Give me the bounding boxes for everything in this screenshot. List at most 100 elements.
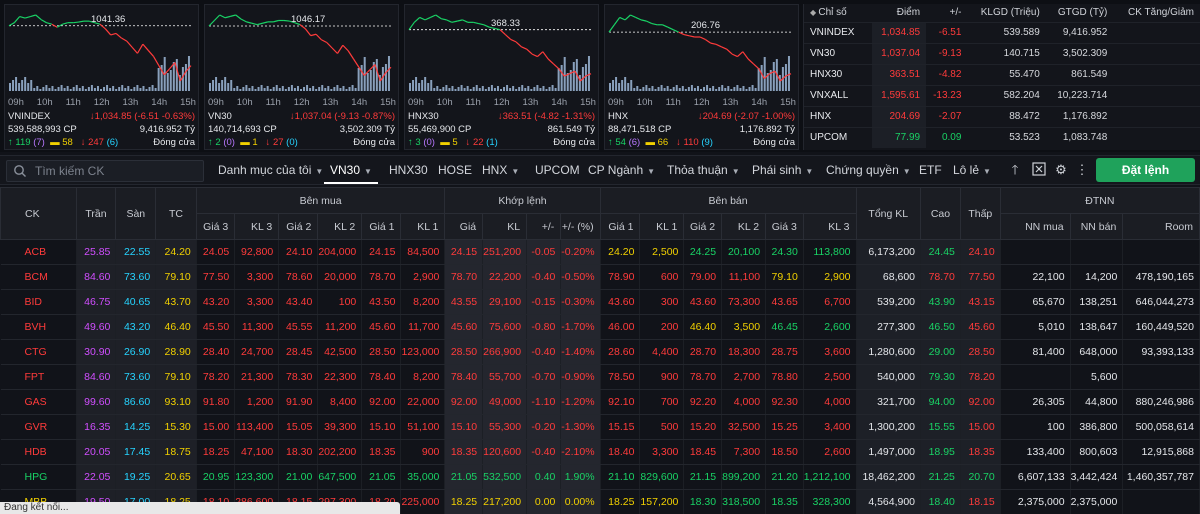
cell-b3[interactable]: 43.20 (196, 289, 236, 315)
cell-s3[interactable]: 15.25 (765, 414, 804, 440)
symbol-cell[interactable]: HDB (0, 439, 77, 465)
cell-b2[interactable]: 18.30 (278, 439, 319, 465)
cell-pct[interactable]: -0.30% (560, 289, 601, 315)
cell-sk3[interactable]: 3,400 (803, 414, 857, 440)
cell-sk2[interactable]: 899,200 (721, 464, 767, 490)
cell-s2[interactable]: 21.15 (683, 464, 723, 490)
cell-b2[interactable]: 45.55 (278, 314, 319, 340)
symbol-cell[interactable]: FPT (0, 364, 77, 390)
cell-bk1[interactable]: 51,100 (400, 414, 446, 440)
cell-pct[interactable]: -0.50% (560, 264, 601, 290)
table-row[interactable]: FPT 84.60 73.60 79.10 78.20 21,300 78.30 22,300… (0, 364, 1200, 390)
symbol-cell[interactable]: BID (0, 289, 77, 315)
cell-kl[interactable]: 22,200 (482, 264, 528, 290)
arrow-up-icon[interactable]: 🡑 (1011, 162, 1019, 177)
cell-pct[interactable]: -1.20% (560, 389, 601, 415)
cell-b3[interactable]: 24.05 (196, 239, 236, 265)
cell-bk3[interactable]: 47,100 (234, 439, 280, 465)
cell-bk2[interactable]: 204,000 (317, 239, 363, 265)
cell-s3[interactable]: 24.30 (765, 239, 804, 265)
tab-upcom[interactable]: UPCOM (535, 156, 580, 184)
cell-b1[interactable]: 45.60 (361, 314, 402, 340)
cell-bk3[interactable]: 24,700 (234, 339, 280, 365)
mini-chart-hnx30[interactable]: 368.33 09h 10h 11h 12h 13h 14h 15h HNX30 ↓363.51 … (404, 4, 599, 150)
cell-sk1[interactable]: 900 (639, 364, 685, 390)
cell-s3[interactable]: 78.80 (765, 364, 804, 390)
cell-kl[interactable]: 55,300 (482, 414, 528, 440)
cell-s2[interactable]: 79.00 (683, 264, 723, 290)
cell-sk3[interactable]: 6,700 (803, 289, 857, 315)
cell-bk2[interactable]: 11,200 (317, 314, 363, 340)
cell-bk3[interactable]: 92,800 (234, 239, 280, 265)
table-row[interactable]: HDB 20.05 17.45 18.75 18.25 47,100 18.30 202,20… (0, 439, 1200, 465)
cell-sk1[interactable]: 200 (639, 314, 685, 340)
table-row[interactable]: BVH 49.60 43.20 46.40 45.50 11,300 45.55 11,200… (0, 314, 1200, 340)
cell-kl[interactable]: 55,700 (482, 364, 528, 390)
cell-p[interactable]: 78.70 (444, 264, 484, 290)
table-row[interactable]: BID 46.75 40.65 43.70 43.20 3,300 43.40 100 43.5… (0, 289, 1200, 315)
cell-p[interactable]: 78.40 (444, 364, 484, 390)
tab-hnx30[interactable]: HNX30 (389, 156, 428, 184)
cell-bk3[interactable]: 3,300 (234, 289, 280, 315)
cell-ch[interactable]: 0.40 (526, 464, 562, 490)
symbol-cell[interactable]: GVR (0, 414, 77, 440)
cell-ch[interactable]: -0.40 (526, 439, 562, 465)
cell-bk2[interactable]: 100 (317, 289, 363, 315)
cell-ch[interactable]: -0.15 (526, 289, 562, 315)
stock-search[interactable] (6, 160, 204, 182)
cell-b1[interactable]: 15.10 (361, 414, 402, 440)
cell-sk1[interactable]: 2,500 (639, 239, 685, 265)
cell-s2[interactable]: 15.20 (683, 414, 723, 440)
cell-kl[interactable]: 266,900 (482, 339, 528, 365)
cell-sk1[interactable]: 700 (639, 389, 685, 415)
cell-b2[interactable]: 24.10 (278, 239, 319, 265)
cell-ch[interactable]: 0.00 (526, 489, 562, 514)
tab-my-watchlist[interactable]: Danh mục của tôi ▼ (218, 156, 323, 184)
cell-bk3[interactable]: 3,300 (234, 264, 280, 290)
cell-pct[interactable]: -0.90% (560, 364, 601, 390)
cell-bk1[interactable]: 11,700 (400, 314, 446, 340)
more-vertical-icon[interactable]: ⋮ (1075, 162, 1089, 177)
cell-bk3[interactable]: 1,200 (234, 389, 280, 415)
cell-kl[interactable]: 217,200 (482, 489, 528, 514)
cell-bk2[interactable]: 39,300 (317, 414, 363, 440)
cell-b2[interactable]: 28.45 (278, 339, 319, 365)
index-row-hnx[interactable]: HNX 204.69 -2.07 88.472 1,176.892 (804, 105, 1200, 127)
place-order-button[interactable]: Đặt lệnh (1096, 158, 1195, 182)
cell-bk1[interactable]: 900 (400, 439, 446, 465)
cell-p[interactable]: 92.00 (444, 389, 484, 415)
cell-s1[interactable]: 18.25 (600, 489, 641, 514)
cell-s2[interactable]: 28.70 (683, 339, 723, 365)
tab-warrants[interactable]: Chứng quyền ▼ (826, 156, 911, 184)
cell-s3[interactable]: 18.50 (765, 439, 804, 465)
gear-icon[interactable]: ⚙ (1055, 162, 1067, 177)
cell-bk2[interactable]: 42,500 (317, 339, 363, 365)
cell-bk2[interactable]: 22,300 (317, 364, 363, 390)
cell-bk2[interactable]: 647,500 (317, 464, 363, 490)
index-row-vnindex[interactable]: VNINDEX 1,034.85 -6.51 539.589 9,416.952 (804, 21, 1200, 43)
cell-sk3[interactable]: 3,600 (803, 339, 857, 365)
cell-b1[interactable]: 24.15 (361, 239, 402, 265)
cell-bk2[interactable]: 202,200 (317, 439, 363, 465)
cell-pct[interactable]: -2.10% (560, 439, 601, 465)
cell-sk3[interactable]: 113,800 (803, 239, 857, 265)
tab-derivatives[interactable]: Phái sinh ▼ (752, 156, 813, 184)
cell-b2[interactable]: 91.90 (278, 389, 319, 415)
cell-sk1[interactable]: 500 (639, 414, 685, 440)
cell-kl[interactable]: 75,600 (482, 314, 528, 340)
cell-kl[interactable]: 251,200 (482, 239, 528, 265)
mini-chart-hnx[interactable]: 206.76 09h 10h 11h 12h 13h 14h 15h HNX ↓204.69 (-… (604, 4, 799, 150)
cell-s3[interactable]: 46.45 (765, 314, 804, 340)
cell-sk3[interactable]: 328,300 (803, 489, 857, 514)
tab-vn30[interactable]: VN30 ▼ (324, 156, 378, 184)
cell-sk1[interactable]: 3,300 (639, 439, 685, 465)
cell-sk3[interactable]: 2,500 (803, 364, 857, 390)
cell-s3[interactable]: 43.65 (765, 289, 804, 315)
tab-hose[interactable]: HOSE (438, 156, 472, 184)
tab-put-through[interactable]: Thỏa thuận ▼ (667, 156, 740, 184)
cell-bk2[interactable]: 20,000 (317, 264, 363, 290)
cell-s2[interactable]: 24.25 (683, 239, 723, 265)
cell-bk1[interactable]: 2,900 (400, 264, 446, 290)
cell-sk1[interactable]: 829,600 (639, 464, 685, 490)
cell-bk3[interactable]: 123,300 (234, 464, 280, 490)
